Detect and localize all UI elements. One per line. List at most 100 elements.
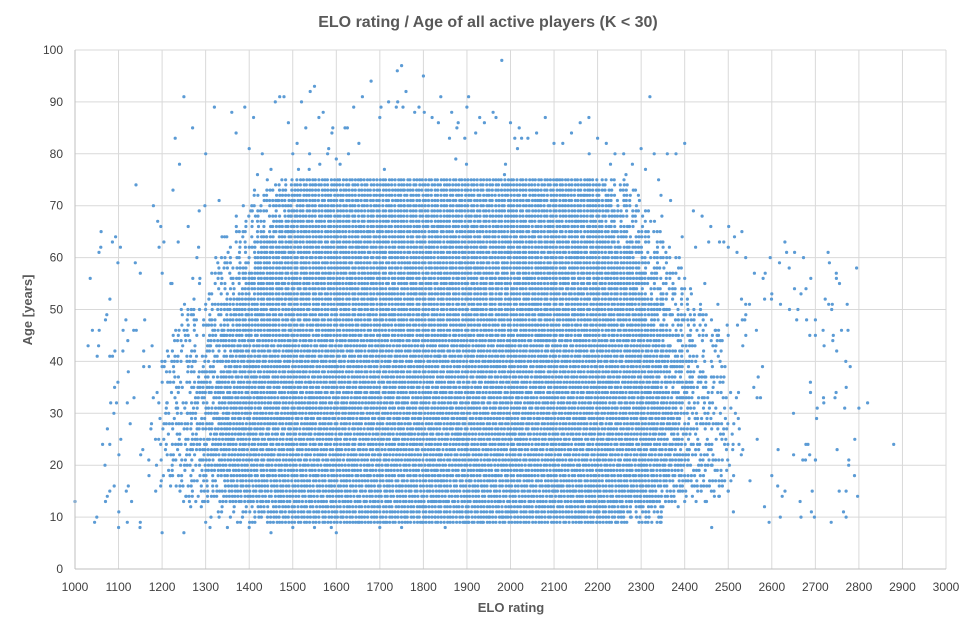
data-point: [241, 458, 245, 462]
data-point: [637, 520, 641, 524]
data-point: [724, 437, 728, 441]
data-point: [435, 463, 439, 467]
data-point: [325, 463, 329, 467]
data-point: [316, 499, 320, 504]
data-point: [167, 411, 171, 415]
data-point: [628, 505, 633, 509]
data-point: [582, 370, 586, 374]
data-point: [641, 510, 645, 514]
data-point: [703, 463, 707, 467]
data-point: [720, 437, 724, 441]
data-point: [360, 489, 364, 493]
data-point: [387, 505, 391, 509]
data-point: [653, 432, 658, 436]
data-point: [215, 411, 219, 415]
data-point: [372, 484, 376, 488]
data-point: [425, 437, 429, 441]
data-point: [515, 385, 519, 389]
data-point: [702, 396, 706, 400]
data-point: [600, 427, 604, 431]
data-point: [412, 505, 416, 509]
data-point: [726, 422, 730, 426]
data-point: [586, 520, 590, 524]
data-point: [338, 437, 343, 441]
data-point: [479, 442, 483, 446]
data-point: [406, 520, 410, 524]
data-point: [318, 484, 322, 488]
data-point: [279, 499, 283, 504]
data-point: [304, 468, 308, 472]
data-point: [224, 375, 228, 379]
data-point: [414, 474, 418, 478]
data-point: [329, 437, 334, 441]
data-point: [579, 520, 584, 524]
data-point: [472, 499, 476, 504]
data-point: [507, 520, 511, 524]
data-point: [354, 505, 358, 509]
data-point: [241, 484, 245, 488]
data-point: [694, 411, 699, 415]
data-point: [602, 375, 606, 379]
data-point: [315, 448, 319, 452]
data-point: [328, 375, 332, 379]
data-point: [662, 416, 667, 421]
data-point: [575, 463, 579, 467]
data-point: [572, 411, 576, 415]
data-point: [668, 370, 672, 374]
data-point: [676, 427, 680, 431]
data-point: [269, 494, 273, 498]
data-point: [536, 411, 540, 415]
data-point: [451, 515, 455, 519]
data-point: [206, 375, 210, 379]
data-point: [389, 448, 393, 452]
data-point: [219, 427, 224, 431]
data-point: [472, 520, 476, 524]
data-point: [613, 401, 617, 405]
data-point: [634, 510, 638, 514]
data-point: [247, 458, 251, 462]
data-point: [574, 380, 578, 384]
data-point: [718, 432, 723, 436]
data-point: [450, 494, 454, 498]
data-point: [318, 422, 322, 426]
data-point: [253, 458, 258, 462]
data-point: [384, 499, 388, 504]
data-point: [420, 422, 424, 426]
data-point: [523, 453, 527, 457]
data-point: [653, 458, 657, 462]
data-point: [518, 520, 523, 524]
data-point: [249, 427, 253, 431]
data-point: [541, 489, 545, 493]
data-point: [448, 505, 452, 509]
data-point: [411, 468, 415, 472]
data-point: [436, 520, 440, 524]
data-point: [709, 448, 713, 452]
data-point: [473, 515, 477, 519]
data-point: [552, 401, 556, 405]
data-point: [317, 479, 321, 483]
data-point: [535, 494, 539, 498]
data-point: [482, 401, 486, 405]
data-point: [598, 515, 602, 519]
data-point: [230, 432, 234, 436]
data-point: [631, 406, 636, 410]
data-point: [345, 401, 349, 405]
data-point: [619, 385, 623, 389]
data-point: [586, 437, 590, 441]
data-point: [360, 505, 364, 509]
data-point: [284, 380, 288, 384]
data-point: [558, 458, 562, 462]
data-point: [541, 494, 545, 498]
data-point: [429, 468, 434, 472]
data-point: [657, 411, 661, 415]
data-point: [348, 489, 352, 493]
data-point: [427, 385, 431, 389]
data-point: [576, 505, 580, 509]
data-point: [441, 468, 446, 472]
data-point: [538, 432, 542, 436]
data-point: [286, 505, 291, 509]
data-point: [257, 510, 261, 514]
data-point: [249, 468, 253, 472]
data-point: [365, 390, 369, 395]
data-point: [253, 437, 258, 441]
